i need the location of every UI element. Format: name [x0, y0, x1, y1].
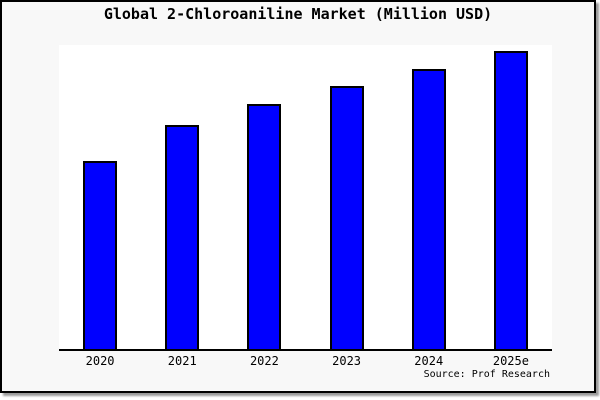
- x-axis-label-2020: 2020: [85, 354, 115, 368]
- x-axis-label-2021: 2021: [167, 354, 197, 368]
- x-axis-label-2022: 2022: [249, 354, 279, 368]
- x-axis-labels: 2020 2021 2022 2023 2024 2025e: [59, 354, 552, 370]
- bar-2022: [247, 104, 282, 349]
- bar-2025e: [493, 51, 528, 349]
- x-axis-label-2024: 2024: [414, 354, 444, 368]
- plot-area: [59, 45, 552, 351]
- chart-title: Global 2-Chloroaniline Market (Million U…: [103, 5, 493, 23]
- bar-2023: [329, 86, 364, 349]
- x-axis-label-2023: 2023: [332, 354, 362, 368]
- bar-2020: [83, 161, 118, 349]
- bar-2024: [411, 69, 446, 349]
- bar-2021: [165, 125, 200, 349]
- source-note: Source: Prof Research: [423, 369, 550, 380]
- x-axis-label-2025e: 2025e: [492, 354, 529, 368]
